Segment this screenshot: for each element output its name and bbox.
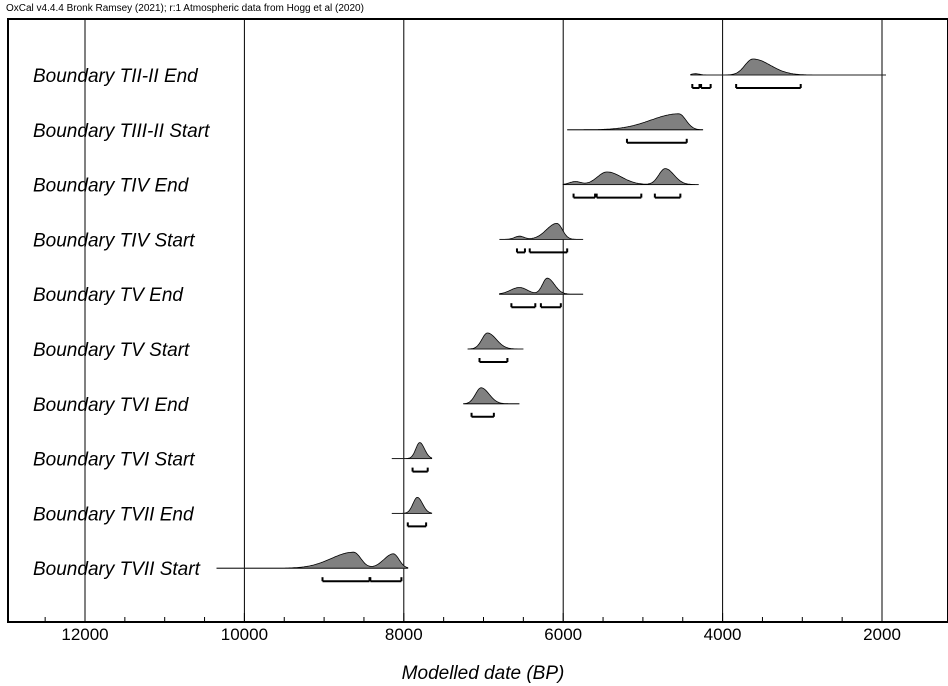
row-label: Boundary TV End (33, 285, 184, 306)
x-tick-label: 12000 (61, 625, 108, 644)
range-bar (691, 84, 701, 89)
row-labels: Boundary TII-II End Boundary TIII-II Star… (33, 66, 210, 580)
row-label: Boundary TVII End (33, 504, 195, 525)
range-bar (478, 358, 509, 363)
range-bar (653, 193, 682, 199)
x-axis-title: Modelled date (BP) (402, 663, 565, 684)
row-label: Boundary TVII Start (33, 559, 201, 580)
probability-distribution (467, 332, 524, 350)
x-tick-label: 8000 (385, 625, 423, 644)
range-bar (528, 248, 569, 254)
range-bar (700, 84, 712, 89)
x-tick-label: 10000 (221, 625, 268, 644)
probability-distribution (690, 58, 886, 76)
row-label: Boundary TVI End (33, 395, 190, 416)
range-bar (515, 248, 526, 254)
row-label: Boundary TIV End (33, 176, 190, 197)
probability-distribution (391, 442, 433, 459)
probability-distribution (216, 551, 409, 569)
probability-distribution (499, 277, 584, 295)
range-bar (321, 577, 371, 583)
distributions (216, 58, 886, 583)
range-bar (735, 84, 802, 89)
source-caption: OxCal v4.4.4 Bronk Ramsey (2021); r:1 At… (6, 3, 364, 14)
range-bar (595, 193, 643, 199)
range-bar (470, 412, 495, 418)
row-label: Boundary TII-II End (33, 66, 199, 87)
row-label: Boundary TVI Start (33, 450, 195, 471)
range-bar (572, 193, 597, 199)
probability-distribution (567, 113, 704, 131)
x-axis: 12000 10000 8000 6000 4000 2000 (44, 613, 901, 644)
plot-frame (7, 18, 948, 623)
x-tick-label: 6000 (544, 625, 582, 644)
probability-distribution (499, 223, 584, 240)
range-bar (369, 577, 403, 583)
row-label: Boundary TV Start (33, 340, 190, 361)
row-label: Boundary TIV Start (33, 230, 195, 251)
range-bar (625, 138, 688, 144)
gridlines (84, 19, 883, 622)
range-bar (510, 303, 537, 309)
probability-distribution (562, 168, 699, 185)
x-tick-label: 4000 (704, 625, 742, 644)
range-bar (539, 303, 562, 309)
range-bar (411, 467, 429, 473)
probability-distribution (391, 497, 433, 514)
x-tick-label: 2000 (863, 625, 901, 644)
probability-distribution (463, 387, 520, 405)
range-bar (406, 522, 428, 528)
row-label: Boundary TIII-II Start (33, 121, 210, 142)
